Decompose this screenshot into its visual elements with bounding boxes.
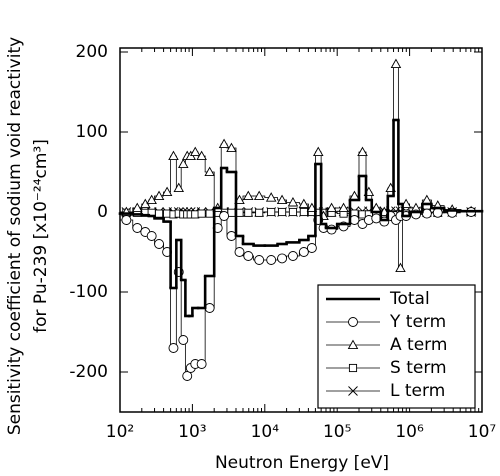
marker: [347, 339, 359, 350]
marker: [161, 186, 173, 197]
y-tick-label: -100: [69, 282, 108, 302]
series: [118, 118, 484, 318]
marker: [196, 359, 207, 369]
marker: [132, 202, 143, 213]
y-tick-label: -200: [69, 362, 108, 382]
marker: [265, 192, 277, 202]
marker: [298, 198, 310, 209]
marker: [338, 202, 349, 213]
marker: [267, 207, 276, 217]
marker: [349, 190, 360, 201]
marker: [190, 146, 201, 157]
marker: [348, 386, 358, 396]
marker: [196, 150, 207, 161]
marker: [182, 371, 193, 381]
y-axis-title: Sensitivity coefficient of sodium void r…: [5, 37, 25, 435]
marker: [253, 190, 265, 201]
marker: [173, 182, 185, 193]
marker: [204, 166, 215, 177]
x-axis-title: Neutron Energy [eV]: [215, 453, 389, 473]
marker: [146, 231, 157, 241]
legend-label: Y term: [389, 312, 446, 332]
marker: [255, 208, 264, 217]
marker: [432, 207, 443, 218]
marker: [278, 207, 287, 217]
marker: [244, 208, 253, 217]
marker: [421, 194, 433, 205]
marker: [357, 146, 368, 157]
marker: [390, 58, 402, 69]
marker: [349, 215, 360, 225]
marker: [178, 158, 189, 169]
y-tick-label: 100: [76, 122, 108, 142]
marker: [168, 343, 179, 353]
x-tick-label: 10⁵: [323, 422, 351, 442]
marker: [348, 317, 358, 327]
x-tick-label: 10⁴: [251, 422, 280, 442]
marker: [254, 255, 265, 265]
legend-label: S term: [390, 358, 447, 378]
marker: [218, 138, 230, 149]
y-tick-label: 200: [76, 42, 108, 62]
legend-label: A term: [390, 335, 447, 355]
marker: [243, 190, 254, 201]
marker: [132, 223, 143, 233]
x-tick-label: 10⁶: [395, 422, 424, 442]
marker: [326, 202, 337, 213]
marker: [288, 251, 298, 261]
marker: [266, 255, 277, 265]
marker: [287, 196, 299, 207]
marker: [197, 209, 206, 218]
marker: [226, 231, 237, 241]
y-axis-title: for Pu-239 [x10⁻²⁴cm³]: [31, 139, 51, 333]
legend-label: Total: [389, 289, 430, 309]
marker: [326, 224, 337, 235]
marker: [348, 363, 358, 373]
marker: [205, 209, 214, 218]
legend-label: L term: [390, 381, 445, 401]
marker: [204, 303, 215, 313]
plot-frame: [119, 47, 483, 413]
x-tick-label: 10²: [106, 422, 134, 442]
series: [119, 207, 483, 381]
marker: [306, 243, 317, 253]
x-tick-label: 10³: [178, 422, 206, 442]
marker: [234, 247, 245, 257]
marker: [298, 247, 309, 257]
marker: [168, 150, 179, 161]
marker: [299, 207, 308, 217]
marker: [153, 190, 165, 201]
marker: [421, 208, 432, 219]
x-tick-label: 10⁷: [468, 422, 497, 442]
marker: [154, 239, 165, 249]
marker: [395, 262, 406, 273]
legend-box: [317, 284, 476, 409]
marker: [155, 209, 164, 218]
marker: [121, 215, 132, 225]
marker: [276, 194, 288, 205]
marker: [313, 146, 324, 157]
marker: [219, 211, 230, 221]
y-tick-label: 0: [97, 202, 108, 222]
marker: [226, 142, 237, 153]
marker: [243, 251, 254, 261]
marker: [146, 194, 157, 205]
marker: [277, 253, 288, 264]
marker: [288, 207, 298, 217]
marker: [178, 335, 189, 345]
